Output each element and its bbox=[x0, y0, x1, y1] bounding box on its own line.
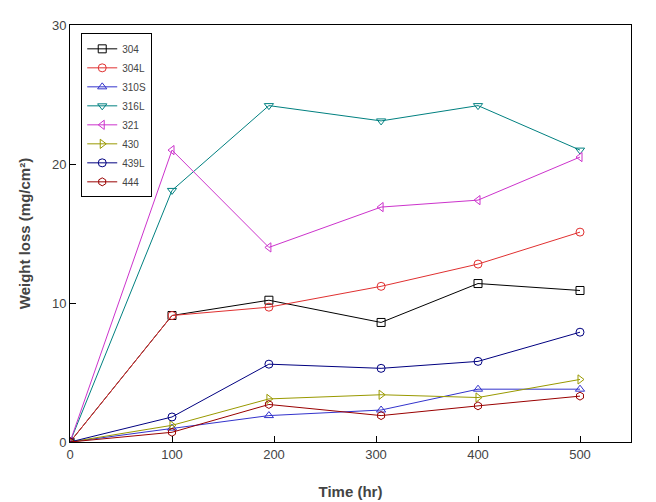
svg-text:316L: 316L bbox=[122, 101, 145, 112]
svg-text:200: 200 bbox=[263, 447, 285, 462]
svg-text:0: 0 bbox=[59, 435, 66, 450]
svg-text:500: 500 bbox=[569, 447, 591, 462]
svg-text:30: 30 bbox=[52, 18, 66, 33]
svg-text:304: 304 bbox=[122, 44, 139, 55]
svg-text:300: 300 bbox=[365, 447, 387, 462]
svg-text:310S: 310S bbox=[122, 82, 146, 93]
svg-text:Weight loss (mg/cm²): Weight loss (mg/cm²) bbox=[16, 158, 33, 309]
svg-text:430: 430 bbox=[122, 139, 139, 150]
svg-text:0: 0 bbox=[66, 447, 73, 462]
svg-text:321: 321 bbox=[122, 120, 139, 131]
svg-text:Time (hr): Time (hr) bbox=[319, 483, 383, 500]
svg-text:20: 20 bbox=[52, 157, 66, 172]
svg-text:400: 400 bbox=[467, 447, 489, 462]
svg-text:304L: 304L bbox=[122, 63, 145, 74]
svg-text:439L: 439L bbox=[122, 158, 145, 169]
svg-text:10: 10 bbox=[52, 296, 66, 311]
svg-text:444: 444 bbox=[122, 177, 139, 188]
svg-text:100: 100 bbox=[161, 447, 183, 462]
